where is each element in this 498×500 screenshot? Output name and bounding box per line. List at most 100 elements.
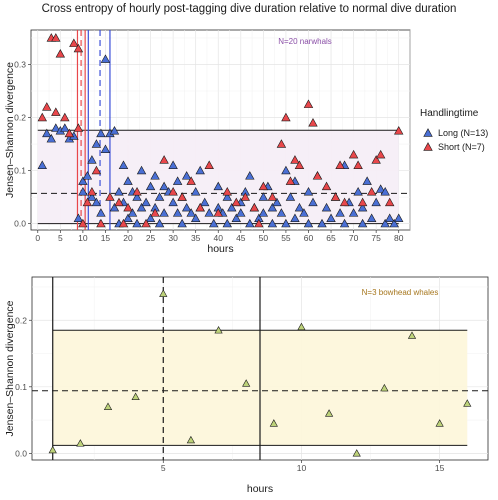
x-tick-label: 40	[214, 233, 224, 243]
data-point-long	[123, 176, 133, 185]
data-point-long	[154, 192, 165, 201]
data-point-bowhead	[76, 439, 85, 447]
y-axis-label: Jensen–Shannon divergence	[4, 300, 16, 436]
data-point-long	[267, 202, 278, 212]
data-point-short	[73, 123, 84, 132]
data-point-long	[195, 165, 205, 175]
y-tick-label: 0.0	[15, 448, 27, 458]
data-point-long	[366, 213, 377, 222]
data-point-short	[290, 155, 300, 164]
data-point-short	[82, 197, 93, 207]
data-point-short	[123, 202, 133, 212]
data-point-long	[199, 197, 210, 207]
data-point-long	[181, 202, 192, 212]
data-point-long	[159, 208, 169, 217]
panel-annotation: N=3 bowhead whales	[362, 288, 439, 297]
data-point-short	[168, 186, 178, 196]
data-point-long	[375, 184, 386, 193]
figure-title: Cross entropy of hourly post-tagging div…	[41, 3, 457, 15]
data-point-long	[236, 208, 246, 217]
data-point-long	[114, 186, 124, 196]
data-point-long	[177, 218, 187, 228]
data-point-long	[100, 144, 111, 154]
data-point-bowhead	[463, 399, 472, 407]
data-point-long	[159, 181, 169, 191]
data-point-bowhead	[269, 419, 278, 427]
data-point-long	[285, 192, 296, 201]
data-point-long	[168, 197, 178, 207]
data-point-short	[204, 160, 214, 169]
data-point-long	[227, 202, 237, 212]
data-point-short	[42, 102, 52, 111]
data-point-long	[303, 218, 314, 228]
data-point-long	[181, 171, 192, 180]
data-point-short	[105, 192, 115, 201]
x-tick-label: 15	[435, 463, 445, 473]
data-point-short	[357, 197, 368, 207]
data-point-long	[78, 186, 88, 196]
data-point-long	[150, 171, 160, 180]
data-point-long	[60, 123, 70, 132]
data-point-long	[51, 123, 61, 132]
data-point-long	[371, 197, 381, 207]
data-point-long	[127, 208, 138, 217]
x-tick-label: 15	[101, 233, 111, 243]
data-point-short	[132, 186, 142, 196]
data-point-long	[145, 213, 156, 222]
x-tick-label: 30	[168, 233, 178, 243]
data-point-short	[195, 202, 205, 212]
x-tick-label: 45	[236, 233, 246, 243]
data-point-short	[330, 192, 341, 201]
x-tick-label: 5	[161, 463, 166, 473]
data-point-bowhead	[324, 409, 334, 417]
data-point-long	[362, 176, 372, 185]
data-point-short	[353, 160, 363, 169]
x-axis-label: hours	[207, 243, 233, 255]
data-point-long	[42, 128, 52, 138]
data-point-short	[258, 181, 269, 191]
data-point-short	[303, 99, 314, 108]
y-tick-label: 0.2	[15, 315, 27, 325]
data-point-long	[91, 197, 102, 207]
data-point-long	[222, 192, 232, 201]
data-point-long	[190, 213, 201, 222]
data-point-long	[281, 218, 291, 228]
data-point-short	[51, 33, 61, 42]
data-point-short	[118, 218, 129, 228]
legend-swatch-long	[423, 128, 433, 137]
data-point-long	[96, 128, 106, 138]
x-tick-label: 5	[58, 233, 63, 243]
data-point-long	[132, 218, 142, 228]
data-point-bowhead	[242, 379, 251, 387]
data-point-long	[190, 186, 201, 196]
data-point-bowhead	[407, 331, 417, 339]
data-point-long	[96, 208, 106, 217]
legend-title: Handlingtime	[420, 108, 479, 119]
data-point-bowhead	[380, 383, 389, 392]
data-point-bowhead	[186, 435, 196, 444]
data-point-long	[267, 218, 278, 228]
data-point-short	[348, 149, 359, 159]
data-point-long	[290, 213, 300, 222]
data-point-short	[249, 202, 260, 212]
data-point-short	[285, 176, 296, 185]
data-point-short	[51, 107, 61, 116]
y-tick-label: 0.2	[14, 113, 26, 123]
data-point-long	[281, 165, 291, 175]
data-point-long	[308, 197, 318, 207]
data-point-long	[303, 186, 314, 196]
data-point-long	[299, 208, 309, 217]
data-point-long	[380, 218, 390, 228]
data-point-long	[172, 176, 183, 185]
data-point-short	[60, 112, 70, 122]
data-point-long	[145, 181, 156, 191]
data-point-short	[78, 218, 88, 228]
legend: Handlingtime Long (N=13) Short (N=7)	[420, 108, 488, 152]
data-point-long	[357, 202, 368, 212]
data-point-long	[109, 202, 120, 212]
x-tick-label: 50	[259, 233, 269, 243]
data-point-long	[132, 192, 142, 201]
data-point-short	[240, 192, 251, 201]
data-point-long	[209, 218, 219, 228]
